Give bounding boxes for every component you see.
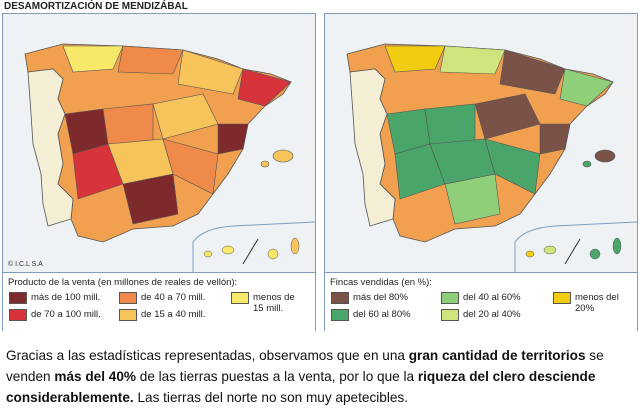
balearic-island: [594, 149, 616, 163]
province: [117, 45, 184, 75]
province: [177, 49, 244, 95]
province: [484, 138, 541, 195]
canary-island: [612, 237, 622, 255]
legend-label: del 20 al 40%: [463, 309, 521, 320]
balearic-island: [260, 160, 270, 168]
legend-item: de 70 a 100 mill.: [9, 309, 101, 321]
legend-label: de 15 a 40 mill.: [141, 309, 206, 320]
legend-swatch: [9, 292, 27, 304]
legend-swatch: [441, 309, 459, 321]
canary-island: [589, 248, 601, 260]
province: [559, 68, 614, 107]
legend-item: de 15 a 40 mill.: [119, 309, 205, 321]
text-segment: más del 40%: [54, 369, 136, 384]
legend-item: más de 100 mill.: [9, 292, 100, 304]
credit: © I.C.L S.A: [8, 261, 43, 268]
balearic-island: [272, 149, 294, 163]
legend-item: del 60 al 80%: [331, 309, 411, 321]
province: [539, 123, 571, 155]
text-segment: Gracias a las estadísticas representadas…: [6, 348, 409, 363]
province: [102, 103, 154, 145]
legend-title: Producto de la venta (en millones de rea…: [8, 277, 238, 288]
legend-swatch: [9, 309, 27, 321]
legend-swatch: [231, 292, 249, 304]
canary-island: [221, 245, 235, 255]
balearic-island: [582, 160, 592, 168]
legend-item: del 20 al 40%: [441, 309, 521, 321]
canary-island: [267, 248, 279, 260]
canary-island: [543, 245, 557, 255]
map: [325, 14, 637, 272]
inset-frame: [192, 221, 315, 272]
legend-label: de 70 a 100 mill.: [31, 309, 101, 320]
legend: Fincas vendidas (en %): más del 80% del 60…: [325, 272, 637, 331]
legend-label: de 40 a 70 mill.: [141, 292, 206, 303]
legend-title: Fincas vendidas (en %):: [330, 277, 432, 288]
text-segment: de las tierras puestas a la venta, por l…: [135, 369, 418, 384]
map-panel: Fincas vendidas (en %): más del 80% del 60…: [324, 13, 638, 331]
text-segment: riqueza del clero desciende considerable…: [6, 369, 596, 405]
legend-label: del 40 al 60%: [463, 292, 521, 303]
legend-item: menos de 15 mill.: [231, 292, 307, 314]
text-segment: Las tierras del norte no son muy apeteci…: [133, 390, 408, 405]
province: [217, 123, 249, 155]
legend-swatch: [119, 309, 137, 321]
legend-item: más del 80%: [331, 292, 408, 304]
legend-swatch: [441, 292, 459, 304]
inset-frame: [514, 221, 637, 272]
legend-label: más del 80%: [353, 292, 408, 303]
canary-island: [203, 250, 213, 258]
legend: Producto de la venta (en millones de rea…: [3, 272, 315, 331]
legend-swatch: [331, 309, 349, 321]
legend-label: menos de 15 mill.: [253, 292, 295, 314]
title: DESAMORTIZACIÓN DE MENDIZÁBAL: [4, 1, 188, 12]
legend-label: menos del 20%: [575, 292, 619, 314]
inset-divider: [242, 238, 259, 265]
inset-divider: [564, 238, 581, 265]
paragraph: Gracias a las estadísticas representadas…: [6, 345, 636, 408]
province: [424, 103, 476, 145]
province: [237, 68, 292, 107]
legend-item: de 40 a 70 mill.: [119, 292, 205, 304]
map: [3, 14, 315, 272]
legend-item: menos del 20%: [553, 292, 629, 314]
legend-swatch: [119, 292, 137, 304]
legend-item: del 40 al 60%: [441, 292, 521, 304]
portugal: [27, 68, 74, 227]
legend-swatch: [553, 292, 571, 304]
province: [439, 45, 506, 75]
canary-island: [525, 250, 535, 258]
legend-label: del 60 al 80%: [353, 309, 411, 320]
portugal: [349, 68, 396, 227]
text-segment: se venden: [6, 348, 604, 384]
province: [384, 45, 446, 73]
legend-label: más de 100 mill.: [31, 292, 101, 303]
map-panel: © I.C.L S.A Producto de la venta (en mil…: [2, 13, 316, 331]
province: [499, 49, 566, 95]
text-segment: gran cantidad de territorios: [408, 348, 586, 363]
legend-swatch: [331, 292, 349, 304]
canary-island: [290, 237, 300, 255]
province: [162, 138, 219, 195]
province: [62, 45, 124, 73]
